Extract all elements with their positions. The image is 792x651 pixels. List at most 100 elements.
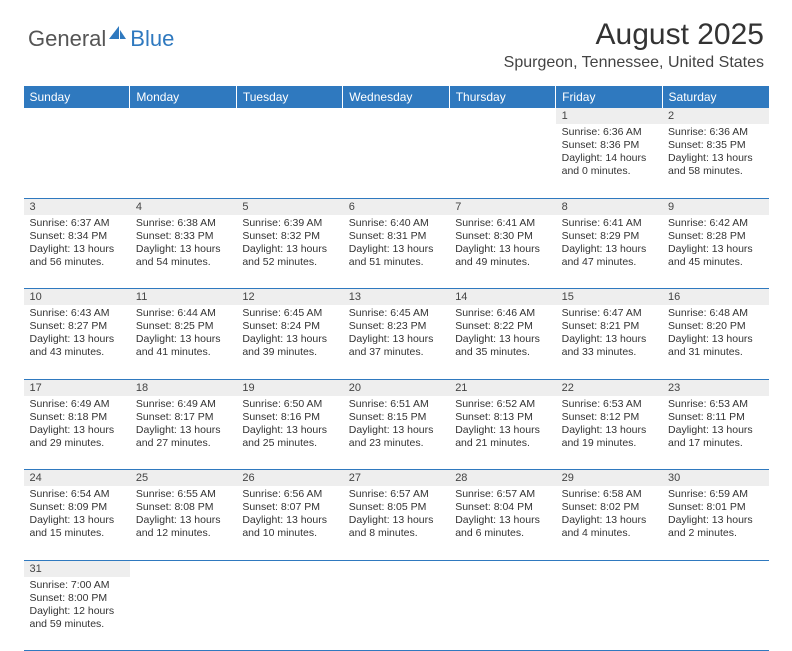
day-details: Sunrise: 6:53 AMSunset: 8:11 PMDaylight:… [662,396,768,455]
sunrise-line: Sunrise: 6:37 AM [30,217,124,230]
day-details-cell: Sunrise: 6:47 AMSunset: 8:21 PMDaylight:… [556,305,662,379]
sunrise-line: Sunrise: 6:42 AM [668,217,762,230]
day-number-cell [343,560,449,577]
sunrise-line: Sunrise: 6:41 AM [455,217,549,230]
day-number-cell [130,560,236,577]
day-number-cell: 23 [662,379,768,396]
sunset-line: Sunset: 8:12 PM [562,411,656,424]
day-number-row: 31 [24,560,769,577]
sunrise-line: Sunrise: 6:46 AM [455,307,549,320]
daylight-line: Daylight: 13 hours and 49 minutes. [455,243,549,269]
sunset-line: Sunset: 8:04 PM [455,501,549,514]
day-details: Sunrise: 6:41 AMSunset: 8:29 PMDaylight:… [556,215,662,274]
day-number-cell: 17 [24,379,130,396]
day-number-cell [236,560,342,577]
sunset-line: Sunset: 8:25 PM [136,320,230,333]
day-number-cell [449,108,555,124]
day-number-cell: 15 [556,289,662,306]
sunset-line: Sunset: 8:05 PM [349,501,443,514]
day-number-cell: 18 [130,379,236,396]
daylight-line: Daylight: 13 hours and 43 minutes. [30,333,124,359]
day-details: Sunrise: 6:41 AMSunset: 8:30 PMDaylight:… [449,215,555,274]
daylight-line: Daylight: 13 hours and 2 minutes. [668,514,762,540]
daylight-line: Daylight: 13 hours and 4 minutes. [562,514,656,540]
sunrise-line: Sunrise: 6:45 AM [242,307,336,320]
sunset-line: Sunset: 8:30 PM [455,230,549,243]
day-details-cell: Sunrise: 6:51 AMSunset: 8:15 PMDaylight:… [343,396,449,470]
sunset-line: Sunset: 8:16 PM [242,411,336,424]
day-details-cell: Sunrise: 6:55 AMSunset: 8:08 PMDaylight:… [130,486,236,560]
daylight-line: Daylight: 13 hours and 19 minutes. [562,424,656,450]
day-details-row: Sunrise: 6:36 AMSunset: 8:36 PMDaylight:… [24,124,769,198]
sunrise-line: Sunrise: 6:56 AM [242,488,336,501]
day-number-cell: 9 [662,198,768,215]
day-number-cell [662,560,768,577]
day-details: Sunrise: 6:40 AMSunset: 8:31 PMDaylight:… [343,215,449,274]
day-details-cell: Sunrise: 6:50 AMSunset: 8:16 PMDaylight:… [236,396,342,470]
weekday-header: Thursday [449,86,555,108]
day-details: Sunrise: 6:38 AMSunset: 8:33 PMDaylight:… [130,215,236,274]
day-details-cell: Sunrise: 6:49 AMSunset: 8:18 PMDaylight:… [24,396,130,470]
sunset-line: Sunset: 8:23 PM [349,320,443,333]
day-number-cell: 14 [449,289,555,306]
day-number-row: 17181920212223 [24,379,769,396]
day-details: Sunrise: 6:57 AMSunset: 8:04 PMDaylight:… [449,486,555,545]
day-details-row: Sunrise: 7:00 AMSunset: 8:00 PMDaylight:… [24,577,769,651]
day-number-cell [130,108,236,124]
day-details: Sunrise: 6:42 AMSunset: 8:28 PMDaylight:… [662,215,768,274]
day-number-cell: 30 [662,470,768,487]
daylight-line: Daylight: 13 hours and 58 minutes. [668,152,762,178]
sunset-line: Sunset: 8:35 PM [668,139,762,152]
day-details: Sunrise: 6:44 AMSunset: 8:25 PMDaylight:… [130,305,236,364]
day-number-cell: 3 [24,198,130,215]
calendar-table: Sunday Monday Tuesday Wednesday Thursday… [24,86,769,651]
day-number-row: 24252627282930 [24,470,769,487]
sunrise-line: Sunrise: 6:41 AM [562,217,656,230]
daylight-line: Daylight: 13 hours and 31 minutes. [668,333,762,359]
day-details-row: Sunrise: 6:49 AMSunset: 8:18 PMDaylight:… [24,396,769,470]
day-details-cell [236,124,342,198]
day-details: Sunrise: 6:56 AMSunset: 8:07 PMDaylight:… [236,486,342,545]
day-number-cell: 2 [662,108,768,124]
day-number-row: 12 [24,108,769,124]
day-details: Sunrise: 6:46 AMSunset: 8:22 PMDaylight:… [449,305,555,364]
day-details-cell: Sunrise: 6:54 AMSunset: 8:09 PMDaylight:… [24,486,130,560]
day-details: Sunrise: 6:47 AMSunset: 8:21 PMDaylight:… [556,305,662,364]
daylight-line: Daylight: 13 hours and 51 minutes. [349,243,443,269]
day-number-row: 10111213141516 [24,289,769,306]
sunrise-line: Sunrise: 6:55 AM [136,488,230,501]
day-details-cell: Sunrise: 6:38 AMSunset: 8:33 PMDaylight:… [130,215,236,289]
daylight-line: Daylight: 13 hours and 10 minutes. [242,514,336,540]
day-number-cell: 31 [24,560,130,577]
weekday-header: Tuesday [236,86,342,108]
day-details-cell: Sunrise: 6:57 AMSunset: 8:04 PMDaylight:… [449,486,555,560]
sunrise-line: Sunrise: 6:53 AM [562,398,656,411]
day-details: Sunrise: 6:37 AMSunset: 8:34 PMDaylight:… [24,215,130,274]
sunset-line: Sunset: 8:24 PM [242,320,336,333]
day-details-cell: Sunrise: 6:53 AMSunset: 8:11 PMDaylight:… [662,396,768,470]
daylight-line: Daylight: 14 hours and 0 minutes. [562,152,656,178]
day-number-cell: 19 [236,379,342,396]
day-details-cell [130,124,236,198]
daylight-line: Daylight: 13 hours and 17 minutes. [668,424,762,450]
day-details-cell: Sunrise: 6:41 AMSunset: 8:30 PMDaylight:… [449,215,555,289]
day-number-cell [449,560,555,577]
weekday-header: Sunday [24,86,130,108]
sunset-line: Sunset: 8:15 PM [349,411,443,424]
day-details: Sunrise: 6:36 AMSunset: 8:35 PMDaylight:… [662,124,768,183]
day-details-cell [343,577,449,651]
sunrise-line: Sunrise: 6:58 AM [562,488,656,501]
sunset-line: Sunset: 8:02 PM [562,501,656,514]
day-number-cell [24,108,130,124]
day-details: Sunrise: 6:59 AMSunset: 8:01 PMDaylight:… [662,486,768,545]
sunset-line: Sunset: 8:01 PM [668,501,762,514]
sunrise-line: Sunrise: 6:50 AM [242,398,336,411]
day-number-cell: 10 [24,289,130,306]
day-number-cell: 12 [236,289,342,306]
day-details-cell [556,577,662,651]
sunset-line: Sunset: 8:29 PM [562,230,656,243]
sunrise-line: Sunrise: 6:49 AM [136,398,230,411]
daylight-line: Daylight: 13 hours and 39 minutes. [242,333,336,359]
day-details-cell [236,577,342,651]
sunset-line: Sunset: 8:00 PM [30,592,124,605]
